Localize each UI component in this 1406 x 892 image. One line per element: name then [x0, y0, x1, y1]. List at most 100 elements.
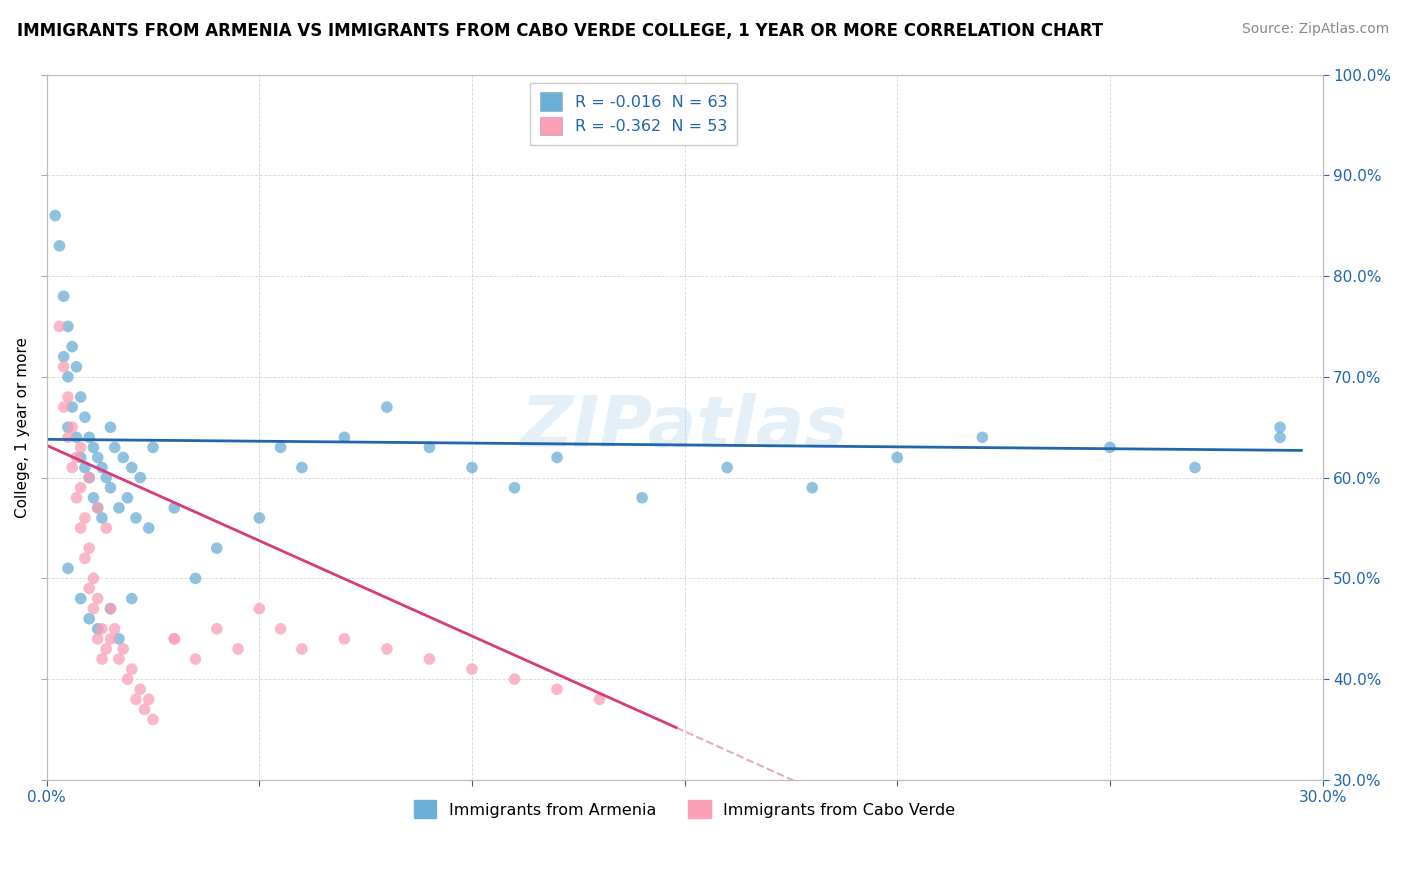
- Point: [418, 652, 440, 666]
- Point: [77, 470, 100, 484]
- Point: [82, 601, 104, 615]
- Point: [247, 511, 270, 525]
- Point: [65, 491, 87, 505]
- Point: [418, 441, 440, 455]
- Point: [56, 561, 79, 575]
- Point: [77, 430, 100, 444]
- Point: [56, 430, 79, 444]
- Point: [100, 632, 122, 646]
- Point: [121, 662, 143, 676]
- Point: [138, 692, 160, 706]
- Point: [163, 632, 186, 646]
- Point: [77, 470, 100, 484]
- Y-axis label: College, 1 year or more: College, 1 year or more: [15, 337, 30, 517]
- Point: [375, 642, 398, 657]
- Point: [1268, 430, 1291, 444]
- Point: [60, 400, 83, 414]
- Point: [82, 571, 104, 585]
- Point: [69, 521, 91, 535]
- Point: [184, 652, 207, 666]
- Point: [56, 319, 79, 334]
- Point: [69, 390, 91, 404]
- Point: [86, 632, 108, 646]
- Point: [56, 390, 79, 404]
- Point: [108, 652, 131, 666]
- Point: [77, 612, 100, 626]
- Point: [52, 359, 75, 374]
- Point: [138, 521, 160, 535]
- Point: [270, 441, 292, 455]
- Point: [226, 642, 249, 657]
- Point: [86, 500, 108, 515]
- Legend: Immigrants from Armenia, Immigrants from Cabo Verde: Immigrants from Armenia, Immigrants from…: [408, 794, 962, 825]
- Point: [82, 441, 104, 455]
- Point: [69, 481, 91, 495]
- Point: [86, 500, 108, 515]
- Point: [96, 470, 118, 484]
- Point: [333, 632, 356, 646]
- Point: [69, 591, 91, 606]
- Text: IMMIGRANTS FROM ARMENIA VS IMMIGRANTS FROM CABO VERDE COLLEGE, 1 YEAR OR MORE CO: IMMIGRANTS FROM ARMENIA VS IMMIGRANTS FR…: [17, 22, 1102, 40]
- Point: [91, 652, 114, 666]
- Point: [112, 642, 135, 657]
- Point: [503, 481, 526, 495]
- Point: [52, 289, 75, 303]
- Point: [163, 632, 186, 646]
- Point: [163, 500, 186, 515]
- Point: [73, 551, 96, 566]
- Point: [104, 441, 127, 455]
- Point: [546, 682, 568, 697]
- Point: [1184, 460, 1206, 475]
- Point: [60, 340, 83, 354]
- Point: [73, 511, 96, 525]
- Point: [205, 622, 228, 636]
- Point: [52, 350, 75, 364]
- Point: [86, 622, 108, 636]
- Point: [125, 692, 148, 706]
- Point: [100, 601, 122, 615]
- Point: [886, 450, 908, 465]
- Point: [184, 571, 207, 585]
- Point: [801, 481, 824, 495]
- Point: [716, 460, 738, 475]
- Point: [60, 420, 83, 434]
- Point: [86, 591, 108, 606]
- Point: [291, 460, 314, 475]
- Point: [91, 511, 114, 525]
- Point: [44, 209, 66, 223]
- Point: [77, 541, 100, 556]
- Point: [125, 511, 148, 525]
- Point: [96, 521, 118, 535]
- Point: [503, 672, 526, 686]
- Point: [461, 662, 484, 676]
- Point: [972, 430, 994, 444]
- Point: [291, 642, 314, 657]
- Point: [77, 582, 100, 596]
- Point: [270, 622, 292, 636]
- Point: [65, 430, 87, 444]
- Text: Source: ZipAtlas.com: Source: ZipAtlas.com: [1241, 22, 1389, 37]
- Point: [129, 682, 152, 697]
- Point: [461, 460, 484, 475]
- Point: [96, 642, 118, 657]
- Point: [65, 359, 87, 374]
- Point: [117, 491, 139, 505]
- Point: [1268, 420, 1291, 434]
- Point: [91, 622, 114, 636]
- Point: [91, 460, 114, 475]
- Point: [48, 239, 70, 253]
- Point: [117, 672, 139, 686]
- Point: [134, 702, 156, 716]
- Point: [104, 622, 127, 636]
- Point: [56, 369, 79, 384]
- Point: [69, 450, 91, 465]
- Point: [56, 420, 79, 434]
- Point: [52, 400, 75, 414]
- Point: [108, 500, 131, 515]
- Point: [69, 441, 91, 455]
- Point: [112, 450, 135, 465]
- Point: [86, 450, 108, 465]
- Point: [1098, 441, 1121, 455]
- Point: [100, 601, 122, 615]
- Point: [48, 319, 70, 334]
